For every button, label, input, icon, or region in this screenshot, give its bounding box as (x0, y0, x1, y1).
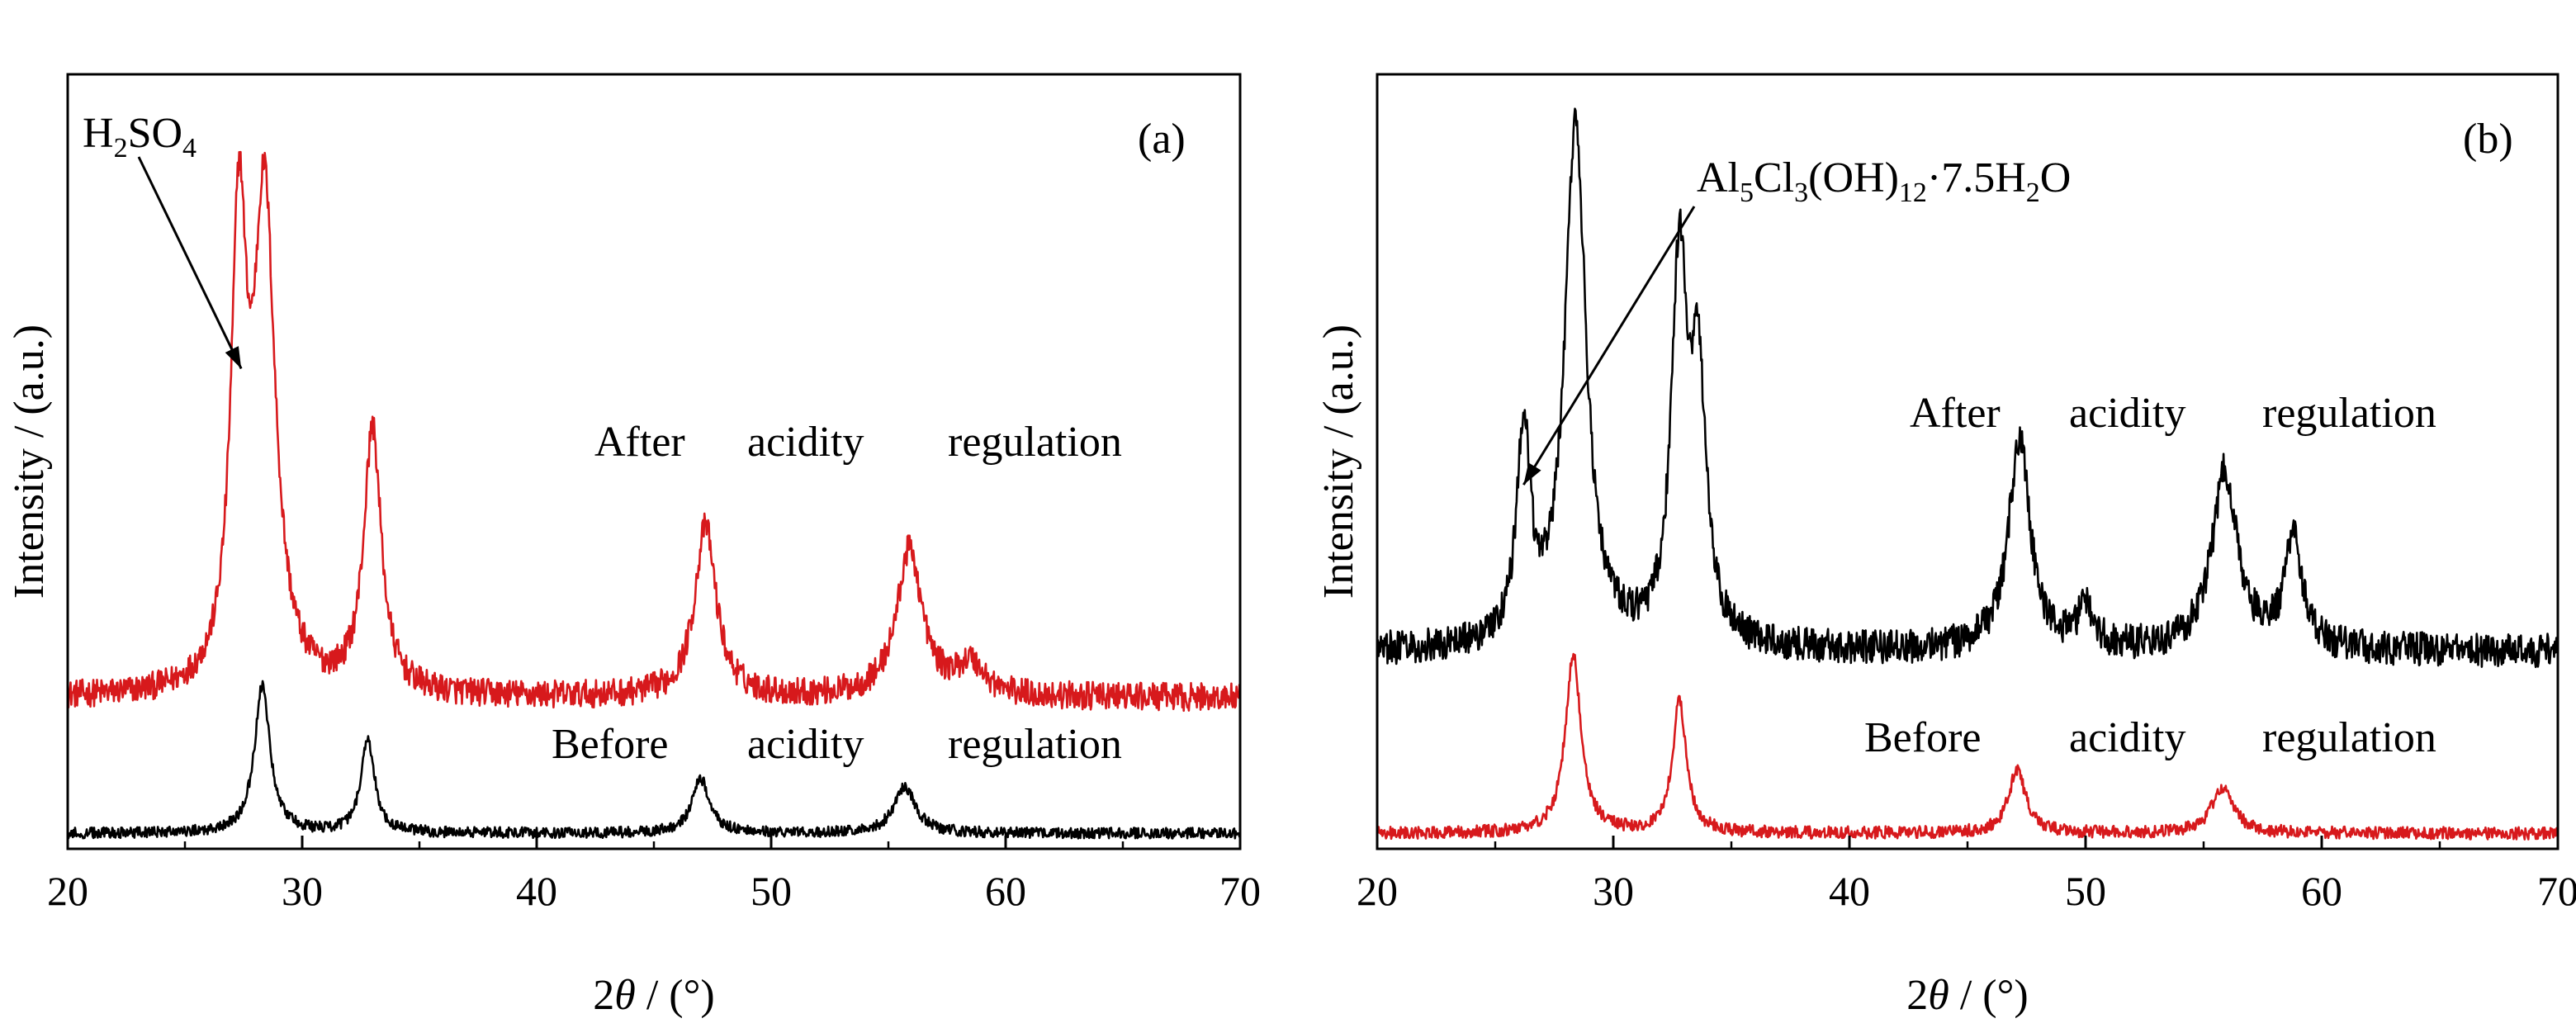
panel-b: After acidity regulation Before acidity regul… (1315, 73, 2576, 1019)
panel-label: (b) (2463, 116, 2513, 163)
series-before-label-word: acidity (747, 721, 864, 768)
x-tick-label: 40 (516, 868, 557, 914)
annotation-subscript: 3 (1794, 178, 1808, 208)
x-axis-title-suffix: / (°) (1949, 972, 2029, 1019)
series-after-line (67, 150, 1242, 713)
annotation-text: H (83, 110, 114, 157)
annotation-arrow-line (1522, 206, 1696, 486)
annotation-text: SO (128, 110, 182, 157)
series-before-line (67, 680, 1242, 840)
annotation-subscript: 5 (1740, 178, 1754, 208)
annotation-arrow-head (225, 346, 242, 369)
x-tick-label: 20 (47, 868, 88, 914)
x-tick-label: 60 (985, 868, 1026, 914)
annotation-text: Al (1697, 154, 1740, 201)
annotation-subscript: 4 (182, 133, 197, 163)
x-tick-label: 70 (1219, 868, 1261, 914)
x-tick-label: 70 (2537, 868, 2576, 914)
series-before-label-word: regulation (948, 721, 1122, 768)
x-tick-label: 30 (1593, 868, 1634, 914)
x-axis-title: 2θ / (°) (593, 972, 714, 1019)
annotation-arrow-head (1523, 462, 1541, 486)
x-tick-label: 30 (282, 868, 323, 914)
annotation-text: O (2040, 154, 2072, 201)
x-axis-title-suffix: / (°) (636, 972, 715, 1019)
series-before-label-word: regulation (2262, 714, 2436, 761)
annotation-text: (OH) (1808, 154, 1899, 201)
annotation-text: ·7.5H (1927, 154, 2026, 201)
annotation-arrow-line (137, 156, 243, 370)
x-tick-label: 50 (2065, 868, 2106, 914)
series-after-label-word: regulation (2262, 390, 2436, 437)
annotation-subscript: 2 (114, 133, 128, 163)
panel-label: (a) (1138, 116, 1186, 163)
series-before-line (1376, 652, 2559, 841)
annotation-subscript: 12 (1899, 178, 1927, 208)
series-before-label-word: acidity (2069, 714, 2186, 761)
series-after-label-word: acidity (2069, 390, 2186, 437)
panel-a: After acidity regulation Before acidity regul… (6, 73, 1261, 1019)
x-tick-label: 50 (751, 868, 792, 914)
series-after-line (1376, 107, 2559, 669)
series-after-label-word: After (594, 419, 685, 466)
series-after-label-word: acidity (747, 419, 864, 466)
annotation-text: Cl (1754, 154, 1794, 201)
x-axis-title: 2θ / (°) (1906, 972, 2028, 1019)
x-tick-label: 60 (2301, 868, 2342, 914)
x-tick-label: 20 (1357, 868, 1398, 914)
series-before-label-word: Before (1864, 714, 1981, 761)
annotation-subscript: 2 (2026, 178, 2040, 208)
x-axis-title-theta: θ (614, 972, 636, 1019)
x-axis-title-prefix: 2 (593, 972, 614, 1019)
x-tick-label: 40 (1829, 868, 1870, 914)
series-before-label-word: Before (552, 721, 668, 768)
peak-annotation-label: Al5Cl3(OH)12·7.5H2O (1697, 154, 2071, 208)
series-after-label-word: regulation (948, 419, 1122, 466)
x-axis-title-theta: θ (1928, 972, 1949, 1019)
y-axis-title: Intensity / (a.u.) (1315, 325, 1362, 599)
x-axis-title-prefix: 2 (1906, 972, 1928, 1019)
series-after-label-word: After (1910, 390, 2001, 437)
y-axis-title: Intensity / (a.u.) (6, 325, 53, 599)
peak-annotation-label: H2SO4 (83, 110, 197, 163)
